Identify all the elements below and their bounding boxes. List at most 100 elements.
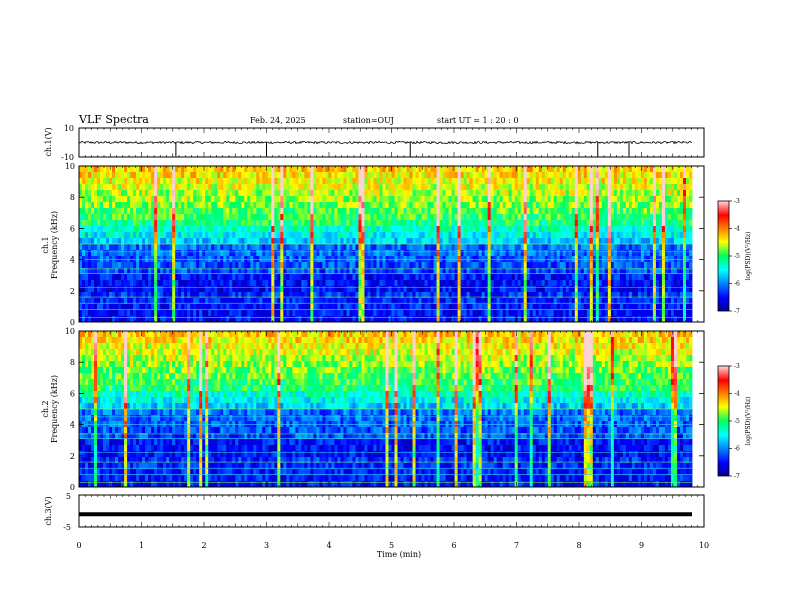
spectrogram-cell [331,244,335,251]
date-label: Feb. 24, 2025 [250,116,306,125]
spectrogram-cell [556,196,561,203]
spectrogram-cell [340,250,344,257]
spectrogram-cell [157,280,161,287]
spectrogram-cell [163,286,167,293]
spectrogram-cell [586,190,591,197]
spectrogram-cell [154,316,158,323]
spectrogram-cell [241,178,245,185]
spectrogram-cell [169,274,173,281]
spectrogram-cell [307,202,311,209]
spectrogram-cell [211,244,215,251]
spectrogram-cell [547,274,552,281]
spectrogram-cell [265,298,269,305]
spectrogram-cell [91,232,95,239]
spectrogram-cell [541,298,546,305]
spectrogram-cell [85,286,89,293]
spectrogram-cell [97,172,101,179]
spectrogram-cell [127,298,131,305]
spectrogram-cell [307,262,311,269]
spectrogram-cell [103,268,107,275]
spectrogram-cell [160,304,164,311]
spectrogram-cell [151,244,155,251]
spectrogram-cell [349,166,353,173]
spectrogram-cell [223,190,227,197]
spectrogram-cell [265,262,269,269]
spectrogram-cell [550,166,555,173]
spectrogram-cell [319,232,323,239]
spectrogram-cell [559,190,564,197]
spectrogram-cell [424,292,428,299]
spectrogram-cell [361,202,365,209]
spectrogram-cell [532,238,537,245]
spectrogram-cell [289,298,293,305]
spectrogram-cell [619,238,624,245]
spectrogram-cell [337,220,341,227]
spectrogram-cell [241,244,245,251]
ch1-waveform-panel: 10 -10 ch.1(V) [44,124,705,162]
spectrogram-cell [649,304,654,311]
spectrogram-cell [640,226,645,233]
spectrogram-cell [319,262,323,269]
spectrogram-cell [199,286,203,293]
spectrogram-cell [544,226,549,233]
spectrogram-cell [649,286,654,293]
spectrogram-cell [172,256,176,263]
spectrogram-cell [628,214,633,221]
spectrogram-cell [622,268,627,275]
spectrogram-cell [292,184,296,191]
spectrogram-cell [196,316,200,323]
spectrogram-cell [553,244,558,251]
spectrogram-cell [85,268,89,275]
spectrogram-cell [580,274,585,281]
spectrogram-cell [637,304,642,311]
spectrogram-cell [307,220,311,227]
spectrogram-cell [256,190,260,197]
spectrogram-cell [313,226,317,233]
spectrogram-cell [238,262,242,269]
spectrogram-cell [583,268,588,275]
spectrogram-cell [607,262,612,269]
spectrogram-cell [157,316,161,323]
spectrogram-cell [460,214,465,221]
spectrogram-cell [418,178,422,185]
spectrogram-cell [511,226,516,233]
spectrogram-cell [121,298,125,305]
spectrogram-cell [220,232,224,239]
spectrogram-cell [346,166,350,173]
spectrogram-cell [385,196,389,203]
spectrogram-cell [469,286,474,293]
spectrogram-cell [202,196,206,203]
spectrogram-cell [349,232,353,239]
spectrogram-cell [631,316,636,323]
spectrogram-cell [583,226,588,233]
spectrogram-cell [409,196,413,203]
spectrogram-cell [421,268,425,275]
spectrogram-cell [319,304,323,311]
spectrogram-cell [628,286,633,293]
spectrogram-cell [622,262,627,269]
spectrogram-cell [637,280,642,287]
spectrogram-cell [391,280,395,287]
spectrogram-cell [505,292,510,299]
spectrogram-cell [538,244,543,251]
spectrogram-cell [430,292,434,299]
spectrogram-cell [160,280,164,287]
spectrogram-cell [154,226,158,233]
spectrogram-cell [487,214,492,221]
spectrogram-cell [622,298,627,305]
spectrogram-cell [283,256,287,263]
spectrogram-cell [298,292,302,299]
spectrogram-cell [103,232,107,239]
spectrogram-cell [100,244,104,251]
spectrogram-cell [649,178,654,185]
spectrogram-cell [619,244,624,251]
spectrogram-cell [139,280,143,287]
spectrogram-cell [610,190,615,197]
spectrogram-cell [391,286,395,293]
spectrogram-cell [433,250,437,257]
spectrogram-cell [553,172,558,179]
spectrogram-cell [511,172,516,179]
spectrogram-cell [586,166,591,173]
spectrogram-cell [490,238,495,245]
spectrogram-cell [217,298,221,305]
